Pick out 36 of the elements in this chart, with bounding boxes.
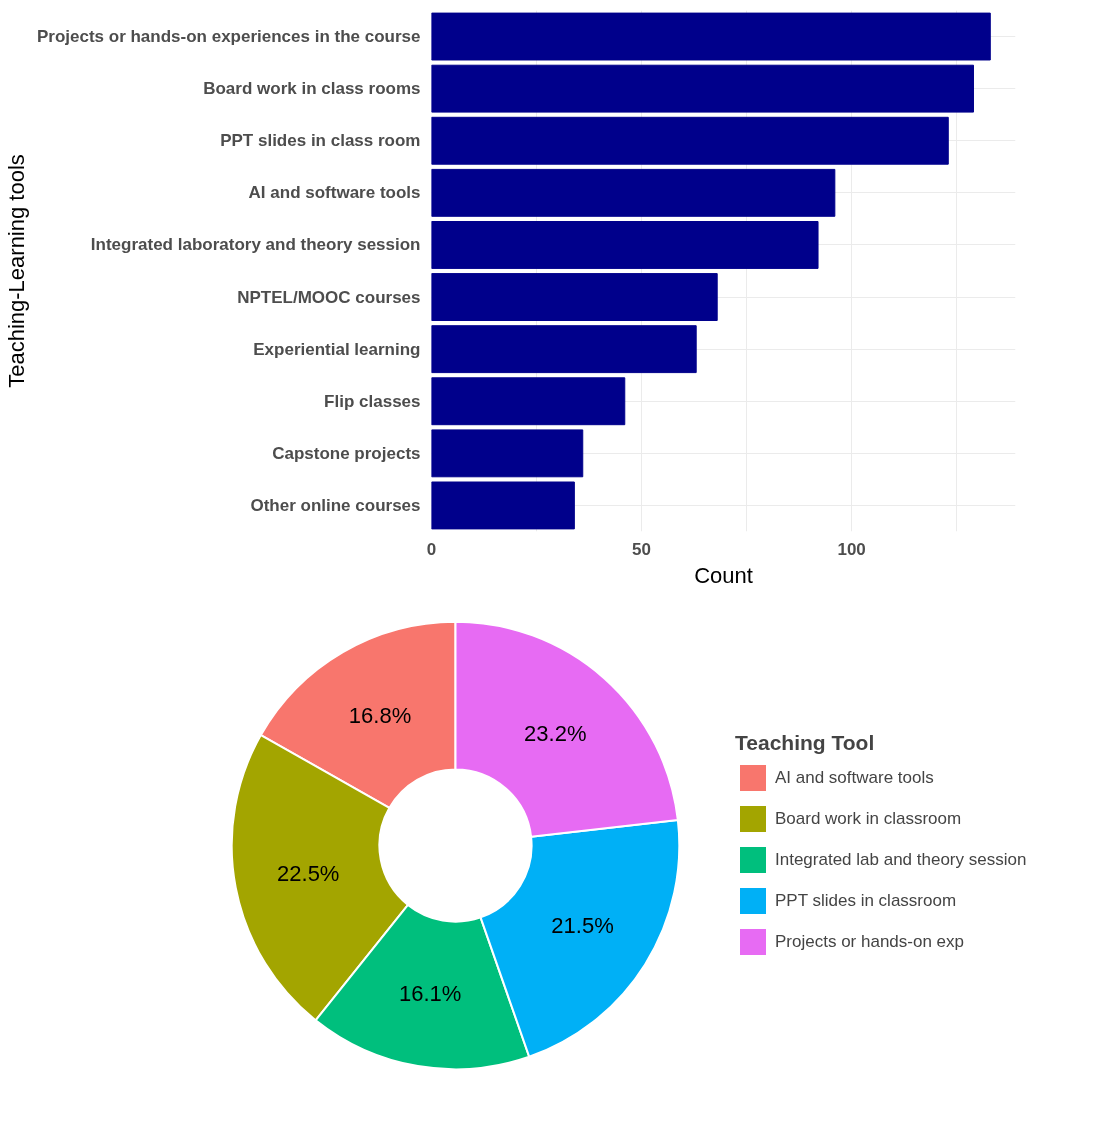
bar: [431, 168, 836, 217]
legend-title: Teaching Tool: [735, 731, 876, 755]
y-axis-title: Teaching-Learning tools: [3, 154, 29, 388]
x-tick-label: 100: [837, 539, 866, 559]
y-tick-label: AI and software tools: [248, 183, 421, 203]
data-label: 23.2%: [524, 721, 587, 747]
data-label: 21.5%: [551, 912, 614, 938]
data-label: 22.5%: [277, 861, 340, 887]
y-tick-label: NPTEL/MOOC courses: [237, 287, 421, 307]
bar: [431, 116, 949, 165]
x-tick-label: 0: [426, 539, 437, 559]
y-tick-label: Board work in class rooms: [203, 79, 421, 99]
bar: [431, 221, 819, 269]
bar: [431, 377, 626, 426]
y-tick-label: Flip classes: [324, 391, 421, 411]
legend-label: Board work in classroom: [775, 807, 962, 830]
bar: [431, 64, 974, 113]
y-tick-label: Integrated laboratory and theory session: [90, 235, 421, 255]
x-axis-title: Count: [694, 562, 753, 588]
bar: [431, 325, 697, 374]
y-tick-label: Projects or hands-on experiences in the course: [36, 27, 421, 47]
y-tick-label: Experiential learning: [253, 339, 421, 359]
bar: [431, 12, 991, 61]
bar: [431, 273, 718, 321]
y-tick-label: Capstone projects: [272, 443, 421, 463]
y-tick-label: Other online courses: [250, 495, 421, 515]
y-tick-label: PPT slides in class room: [220, 131, 421, 151]
bar: [431, 429, 584, 478]
x-tick-label: 50: [632, 539, 652, 559]
legend-label: Integrated lab and theory session: [775, 848, 1027, 871]
legend-label: Projects or hands-on exp: [775, 930, 964, 953]
legend-label: PPT slides in classroom: [775, 889, 957, 912]
legend-label: AI and software tools: [775, 766, 934, 789]
data-label: 16.8%: [348, 703, 412, 729]
data-label: 16.1%: [399, 980, 462, 1006]
bar: [431, 481, 575, 530]
